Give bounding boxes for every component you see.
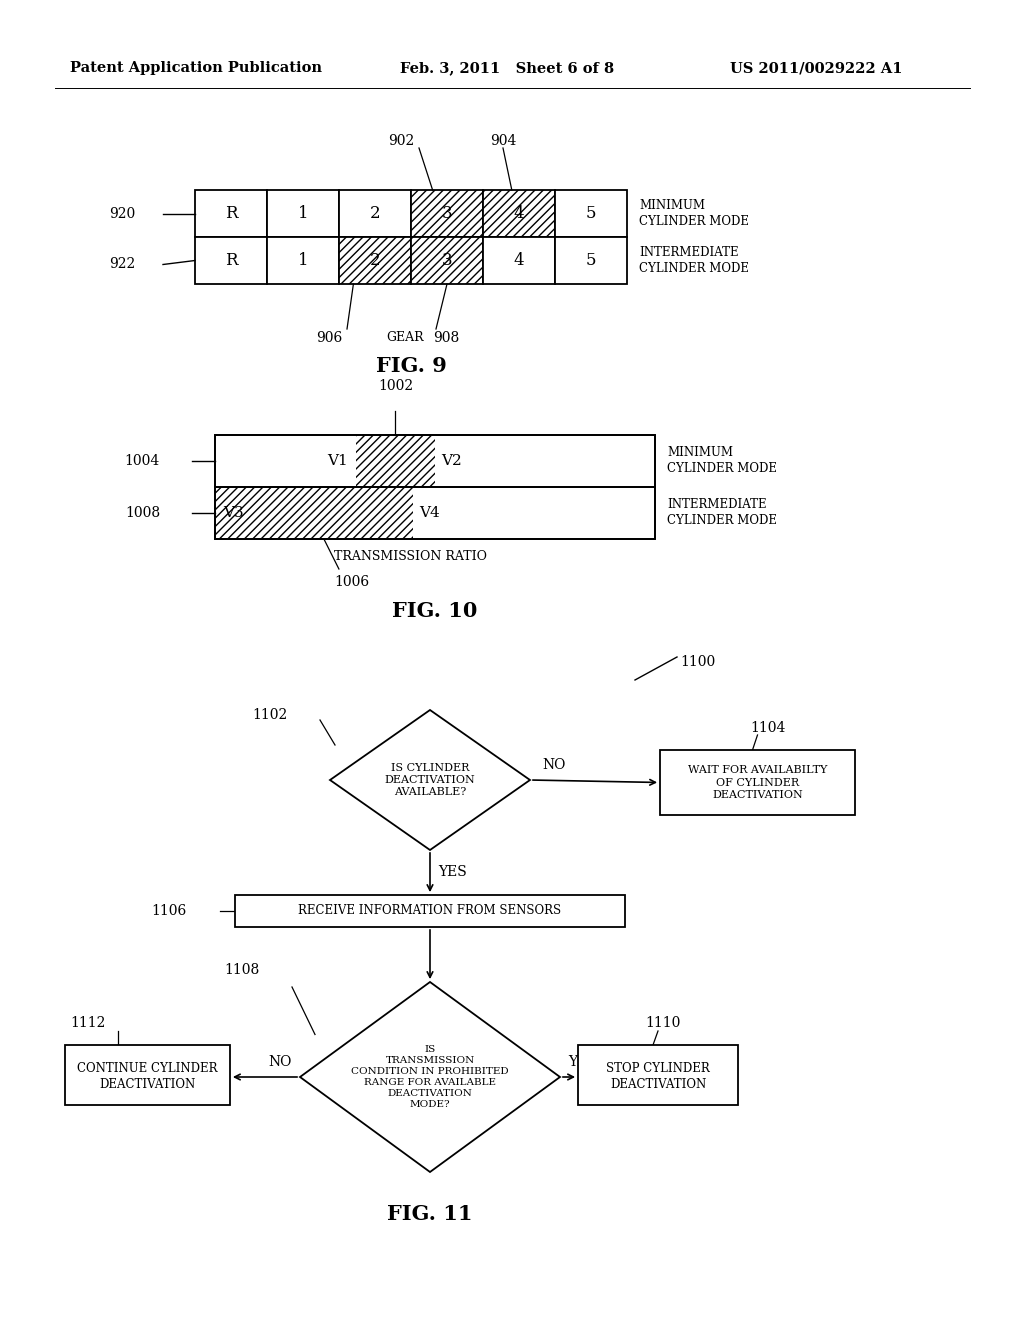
Bar (339, 238, 411, 284)
Text: FIG. 10: FIG. 10 (392, 601, 477, 620)
Text: YES: YES (438, 865, 467, 879)
Text: RECEIVE INFORMATION FROM SENSORS: RECEIVE INFORMATION FROM SENSORS (298, 904, 561, 917)
Text: R: R (224, 252, 238, 269)
Text: 1006: 1006 (334, 576, 369, 589)
Text: 1008: 1008 (125, 506, 160, 520)
Text: 5: 5 (586, 252, 596, 269)
Text: INTERMEDIATE
CYLINDER MODE: INTERMEDIATE CYLINDER MODE (639, 246, 749, 275)
Bar (483, 238, 555, 284)
Text: 1004: 1004 (125, 454, 160, 469)
Text: 3: 3 (441, 205, 453, 222)
Bar (339, 238, 411, 284)
Bar (578, 1045, 738, 1105)
Text: 1100: 1100 (680, 655, 715, 669)
Bar (411, 190, 483, 238)
Text: 1106: 1106 (152, 904, 187, 917)
Text: WAIT FOR AVAILABILTY
OF CYLINDER
DEACTIVATION: WAIT FOR AVAILABILTY OF CYLINDER DEACTIV… (688, 766, 827, 800)
Text: 1: 1 (298, 252, 308, 269)
Text: 5: 5 (586, 205, 596, 222)
Bar (555, 190, 627, 238)
Text: 922: 922 (109, 257, 135, 272)
Bar (411, 190, 483, 238)
Bar (267, 190, 339, 238)
Text: YES: YES (568, 1055, 597, 1069)
Text: 906: 906 (315, 331, 342, 345)
Text: 920: 920 (109, 206, 135, 220)
Text: 3: 3 (441, 252, 453, 269)
Text: FIG. 9: FIG. 9 (376, 356, 446, 376)
Text: NO: NO (268, 1055, 292, 1069)
Bar (411, 238, 483, 284)
Text: V4: V4 (419, 506, 439, 520)
Bar (339, 190, 411, 238)
Text: V3: V3 (223, 506, 244, 520)
Text: 1108: 1108 (224, 964, 260, 977)
Text: US 2011/0029222 A1: US 2011/0029222 A1 (730, 61, 902, 75)
Text: IS
TRANSMISSION
CONDITION IN PROHIBITED
RANGE FOR AVAILABLE
DEACTIVATION
MODE?: IS TRANSMISSION CONDITION IN PROHIBITED … (351, 1044, 509, 1109)
Text: TRANSMISSION RATIO: TRANSMISSION RATIO (334, 550, 486, 564)
Bar (483, 190, 555, 238)
Bar (234, 895, 625, 927)
Text: 2: 2 (370, 205, 380, 222)
Text: FIG. 11: FIG. 11 (387, 1204, 473, 1224)
Bar (195, 190, 267, 238)
Text: 2: 2 (370, 252, 380, 269)
Bar (411, 238, 483, 284)
Text: 4: 4 (514, 252, 524, 269)
Bar (660, 750, 855, 814)
Text: 1112: 1112 (70, 1016, 105, 1030)
Text: 1104: 1104 (750, 721, 785, 735)
Text: Patent Application Publication: Patent Application Publication (70, 61, 322, 75)
Text: INTERMEDIATE
CYLINDER MODE: INTERMEDIATE CYLINDER MODE (667, 499, 777, 528)
Bar (555, 238, 627, 284)
Text: 1002: 1002 (378, 379, 413, 393)
Text: 908: 908 (433, 331, 459, 345)
Text: R: R (224, 205, 238, 222)
Bar (195, 238, 267, 284)
Text: V2: V2 (441, 454, 462, 469)
Text: IS CYLINDER
DEACTIVATION
AVAILABLE?: IS CYLINDER DEACTIVATION AVAILABLE? (385, 763, 475, 797)
Text: MINIMUM
CYLINDER MODE: MINIMUM CYLINDER MODE (667, 446, 777, 475)
Text: 1: 1 (298, 205, 308, 222)
Text: NO: NO (542, 758, 565, 772)
Bar (483, 190, 555, 238)
Bar (215, 436, 655, 539)
Text: 4: 4 (514, 205, 524, 222)
Text: 1102: 1102 (253, 708, 288, 722)
Text: Feb. 3, 2011   Sheet 6 of 8: Feb. 3, 2011 Sheet 6 of 8 (400, 61, 614, 75)
Text: GEAR: GEAR (386, 331, 424, 345)
Bar (355, 436, 435, 487)
Bar (215, 436, 655, 539)
Bar (215, 487, 413, 539)
Text: V1: V1 (327, 454, 348, 469)
Bar (65, 1045, 230, 1105)
Text: STOP CYLINDER
DEACTIVATION: STOP CYLINDER DEACTIVATION (606, 1063, 710, 1092)
Text: 902: 902 (388, 135, 414, 148)
Text: CONTINUE CYLINDER
DEACTIVATION: CONTINUE CYLINDER DEACTIVATION (77, 1063, 218, 1092)
Bar (267, 238, 339, 284)
Text: 1110: 1110 (645, 1016, 681, 1030)
Text: 904: 904 (489, 135, 516, 148)
Text: MINIMUM
CYLINDER MODE: MINIMUM CYLINDER MODE (639, 199, 749, 228)
